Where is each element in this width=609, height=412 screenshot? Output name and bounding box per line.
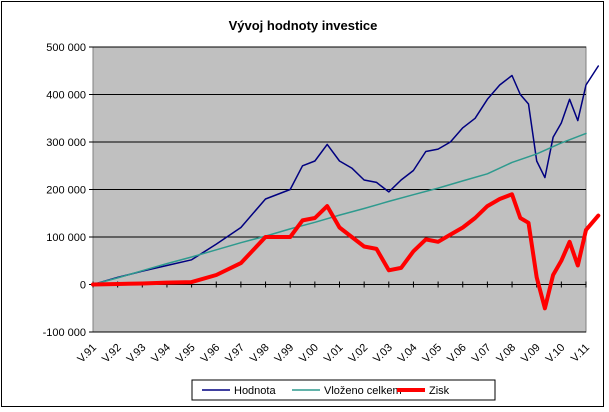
y-axis-ticks: -100 000 0 100 000 200 000 300 000 400 000 500… — [43, 42, 93, 339]
y-tick-label: 500 000 — [46, 42, 86, 54]
legend-label: Zisk — [429, 385, 450, 397]
grid-lines — [93, 46, 586, 333]
x-tick-label: V.94 — [149, 342, 173, 366]
x-tick-label: V.05 — [420, 342, 444, 366]
x-tick-label: V.93 — [125, 342, 149, 366]
x-tick-label: V.92 — [100, 342, 124, 366]
legend-box — [191, 379, 496, 401]
x-tick-label: V.97 — [223, 342, 247, 366]
x-tick-label: V.00 — [297, 342, 321, 366]
x-tick-label: V.96 — [199, 342, 223, 366]
series-layer — [91, 65, 601, 311]
x-tick-label: V.99 — [273, 342, 297, 366]
y-tick-label: 200 000 — [46, 185, 86, 197]
y-tick-label: 0 — [80, 280, 86, 292]
chart-svg: Vývoj hodnoty investice -100 000 0 100 000… — [43, 18, 601, 401]
legend-label: Vloženo celkem — [324, 385, 402, 397]
x-tick-label: V.04 — [396, 342, 420, 366]
y-tick-label: 300 000 — [46, 137, 86, 149]
x-tick-label: V.07 — [470, 342, 494, 366]
chart-title: Vývoj hodnoty investice — [229, 18, 378, 33]
y-tick-label: 400 000 — [46, 90, 86, 102]
x-tick-label: V.01 — [322, 342, 346, 366]
x-tick-label: V.91 — [75, 342, 99, 366]
x-tick-label: V.11 — [569, 342, 592, 365]
x-tick-label: V.95 — [174, 342, 198, 366]
x-tick-label: V.03 — [371, 342, 395, 366]
legend-label: Hodnota — [234, 385, 276, 397]
x-tick-label: V.06 — [445, 342, 469, 366]
x-tick-label: V.10 — [544, 342, 568, 366]
chart-frame: Vývoj hodnoty investice -100 000 0 100 000… — [1, 1, 604, 407]
y-tick-label: 100 000 — [46, 232, 86, 244]
legend: Hodnota Vloženo celkem Zisk — [191, 379, 496, 401]
x-tick-label: V.09 — [519, 342, 543, 366]
x-tick-label: V.08 — [494, 342, 518, 366]
x-tick-label: V.98 — [248, 342, 272, 366]
x-tick-label: V.02 — [346, 342, 370, 366]
y-tick-label: -100 000 — [43, 327, 86, 339]
